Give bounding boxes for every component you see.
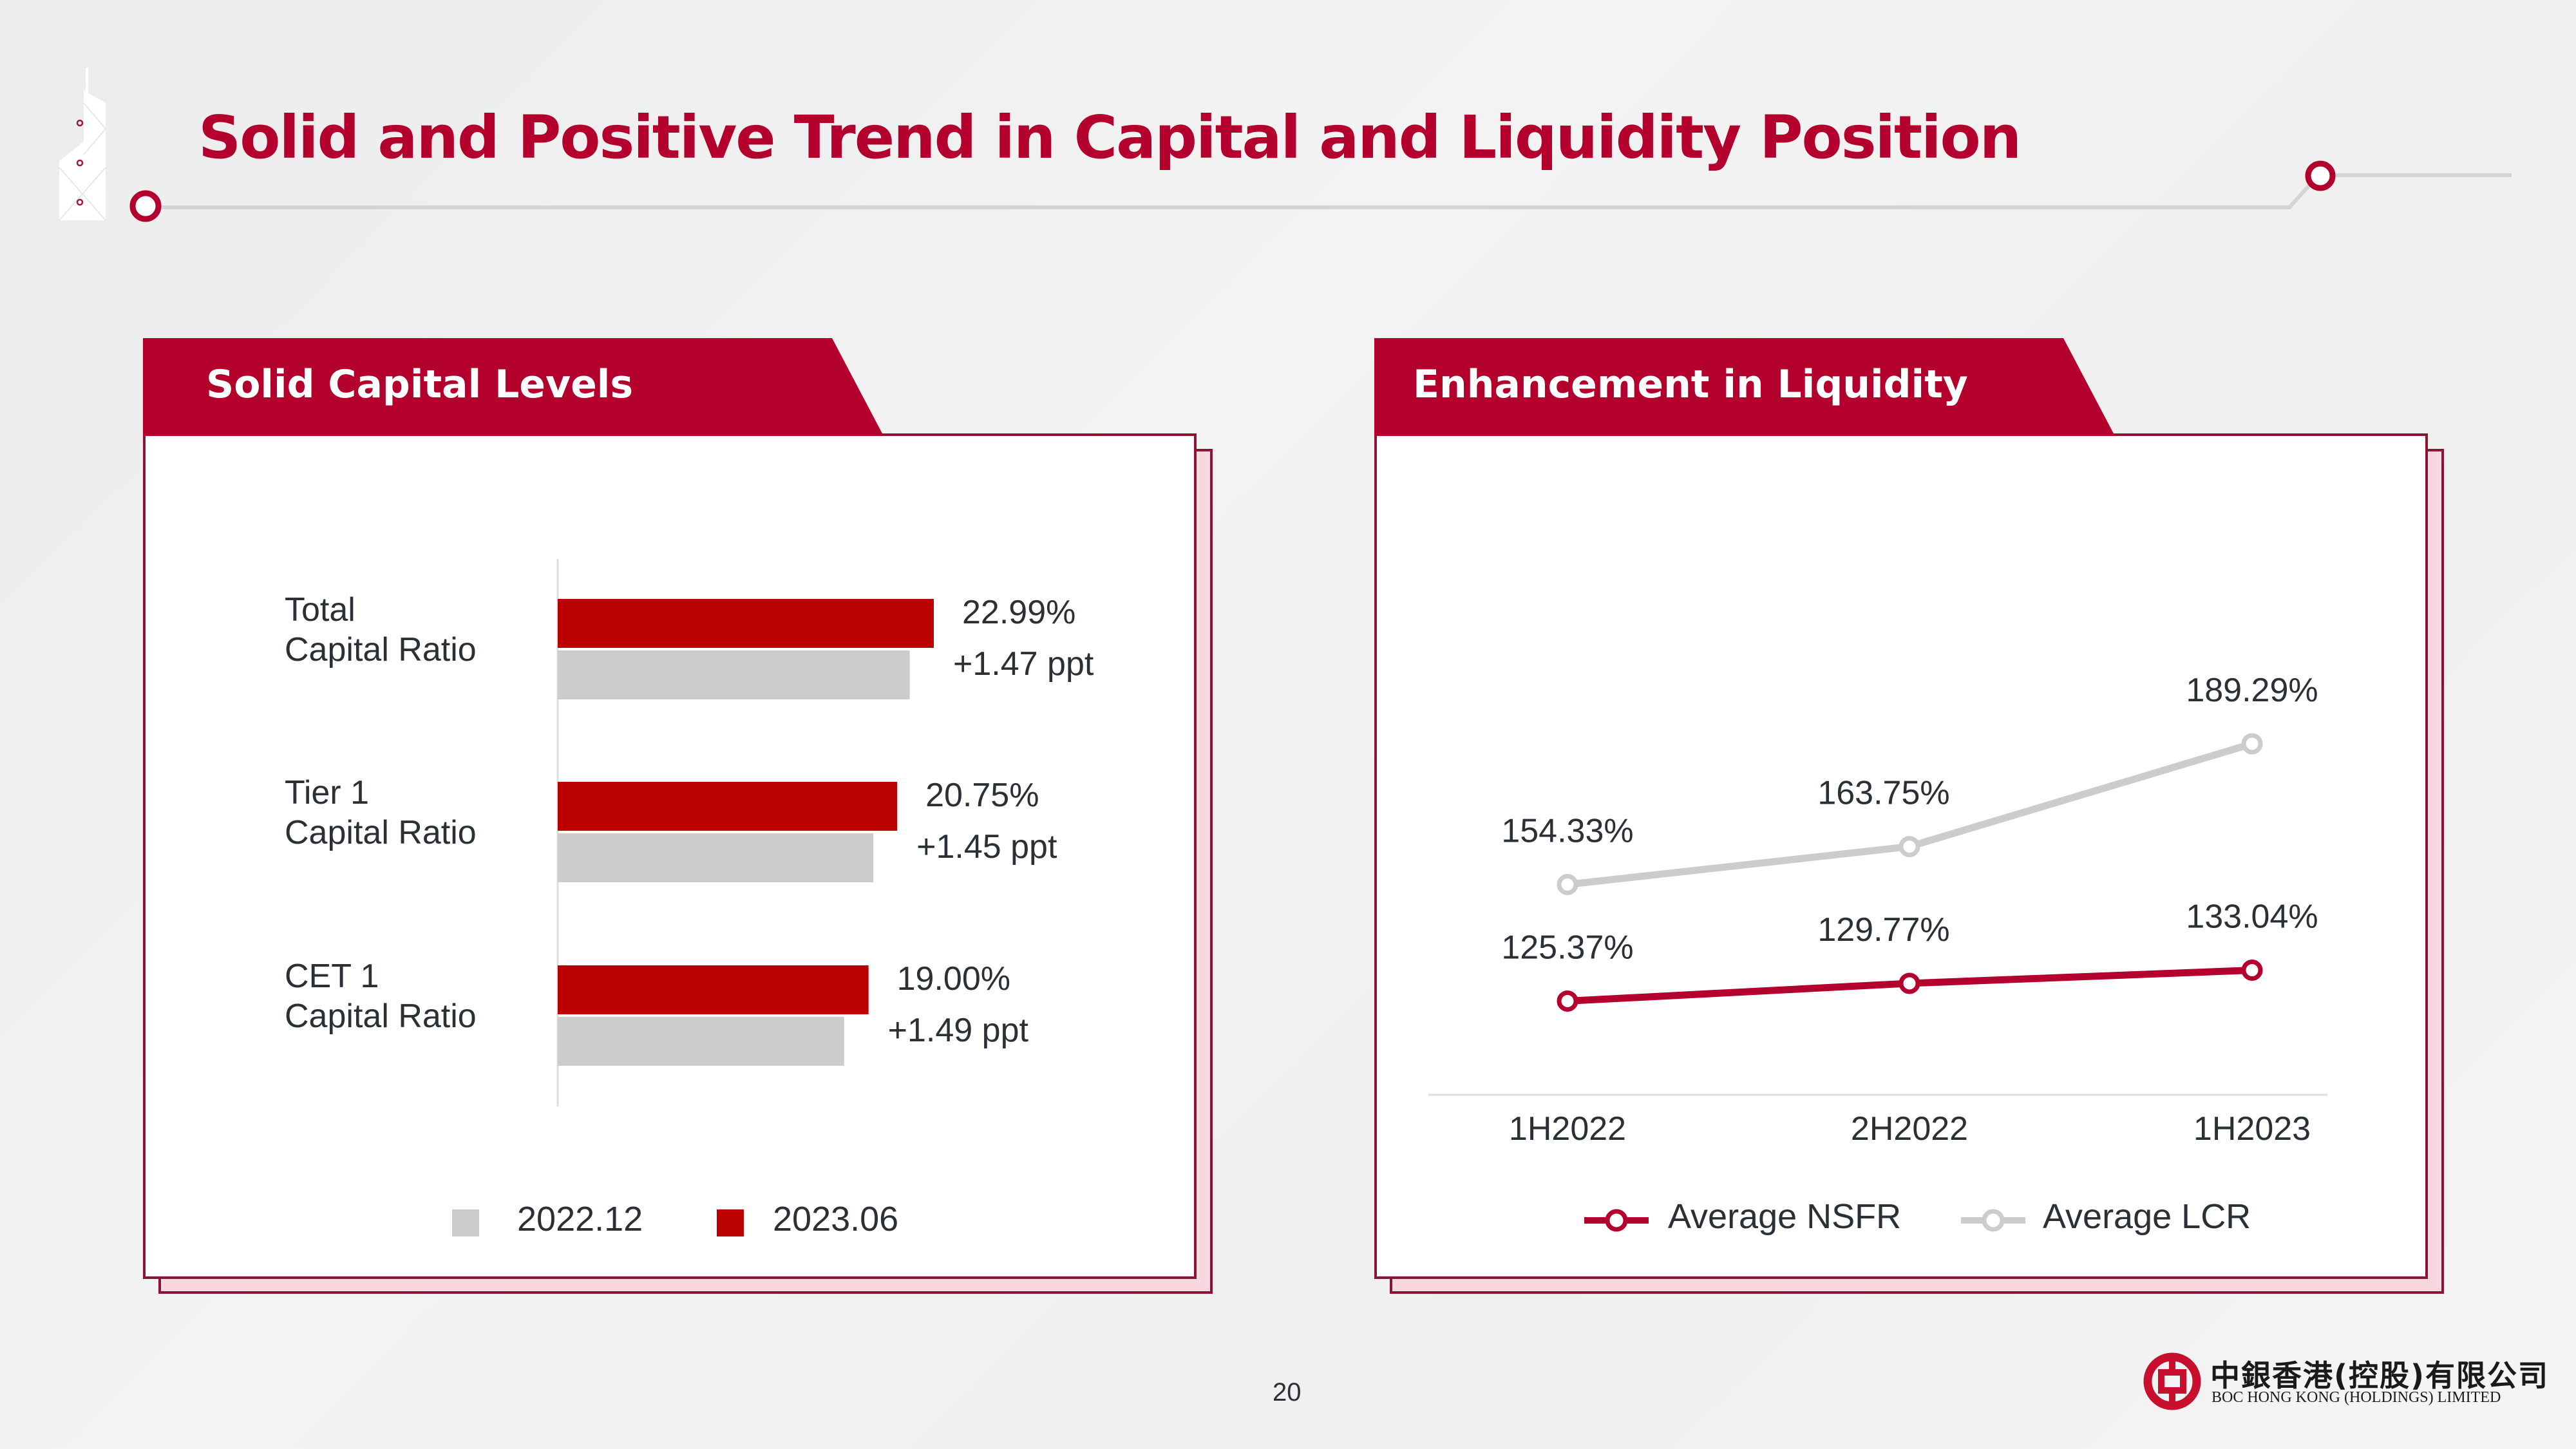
bar-category-line2: Capital Ratio <box>285 998 477 1035</box>
lcr-point <box>1899 836 1920 858</box>
bar-category-line1: Tier 1 <box>285 774 369 811</box>
right-panel <box>1374 433 2428 1279</box>
legend-nsfr-marker-icon <box>1584 1209 1649 1232</box>
lcr-point <box>2241 733 2263 755</box>
bar-2023-06 <box>558 782 898 831</box>
logo-english-name: BOC HONG KONG (HOLDINGS) LIMITED <box>2211 1389 2501 1406</box>
legend-lcr-marker-icon <box>1961 1209 2025 1232</box>
bar-2022-12 <box>558 1017 844 1066</box>
boc-logo-icon <box>2143 1352 2201 1410</box>
bar-value-label: 20.75% <box>925 777 1039 814</box>
nsfr-data-label: 133.04% <box>2186 898 2318 936</box>
right-panel-header: Enhancement in Liquidity <box>1413 362 1968 407</box>
title-rule <box>129 160 2512 222</box>
legend-swatch-2023-06 <box>717 1209 744 1236</box>
bar-change-label: +1.49 ppt <box>888 1012 1029 1049</box>
lcr-point <box>1557 873 1578 895</box>
legend-label-2022-12: 2022.12 <box>517 1200 643 1238</box>
lcr-line <box>1567 740 2253 888</box>
lcr-data-label: 154.33% <box>1501 812 1633 849</box>
left-panel-header: Solid Capital Levels <box>206 362 634 407</box>
bar-category-line1: Total <box>285 591 355 629</box>
x-tick-label: 2H2022 <box>1851 1110 1968 1148</box>
building-logo-icon <box>59 68 106 221</box>
title-rule-right-circle <box>2305 160 2336 191</box>
nsfr-data-label: 125.37% <box>1501 929 1633 966</box>
legend-label-2023-06: 2023.06 <box>773 1200 899 1238</box>
bar-2023-06 <box>558 965 869 1014</box>
nsfr-point <box>1557 990 1578 1012</box>
right-panel-header-tab <box>1374 338 2115 436</box>
bar-category-label: Total Capital Ratio <box>285 591 477 668</box>
bar-category-line1: CET 1 <box>285 958 379 995</box>
legend-label-nsfr: Average NSFR <box>1668 1197 1902 1236</box>
bar-category-label: CET 1 Capital Ratio <box>285 958 477 1035</box>
legend-label-lcr: Average LCR <box>2043 1197 2251 1236</box>
nsfr-data-label: 129.77% <box>1817 911 1949 949</box>
logo-chinese-name: 中銀香港(控股)有限公司 <box>2210 1358 2550 1393</box>
nsfr-point <box>1899 972 1920 994</box>
page-number: 20 <box>1273 1378 1302 1406</box>
legend-swatch-2022-12 <box>452 1209 479 1236</box>
bar-2022-12 <box>558 650 910 699</box>
bar-value-label: 22.99% <box>962 594 1075 631</box>
lcr-data-label: 163.75% <box>1817 775 1949 812</box>
bar-change-label: +1.47 ppt <box>953 645 1094 683</box>
liquidity-line-chart: 1H2022 2H2022 1H2023 154.33% 163.75% 189.29% 1… <box>1428 672 2327 1148</box>
bar-category-line2: Capital Ratio <box>285 631 477 668</box>
bar-2022-12 <box>558 833 874 882</box>
nsfr-point <box>2241 960 2263 981</box>
x-tick-label: 1H2022 <box>1509 1110 1626 1148</box>
lcr-data-label: 189.29% <box>2186 672 2318 709</box>
x-tick-label: 1H2023 <box>2193 1110 2311 1148</box>
bar-2023-06 <box>558 599 934 648</box>
bar-category-line2: Capital Ratio <box>285 814 477 851</box>
bar-change-label: +1.45 ppt <box>916 828 1057 866</box>
title-rule-left-circle <box>129 190 162 222</box>
bar-value-label: 19.00% <box>897 960 1010 998</box>
slide-title: Solid and Positive Trend in Capital and … <box>198 103 2022 172</box>
left-panel-header-tab <box>143 338 884 436</box>
bar-category-label: Tier 1 Capital Ratio <box>285 774 477 851</box>
